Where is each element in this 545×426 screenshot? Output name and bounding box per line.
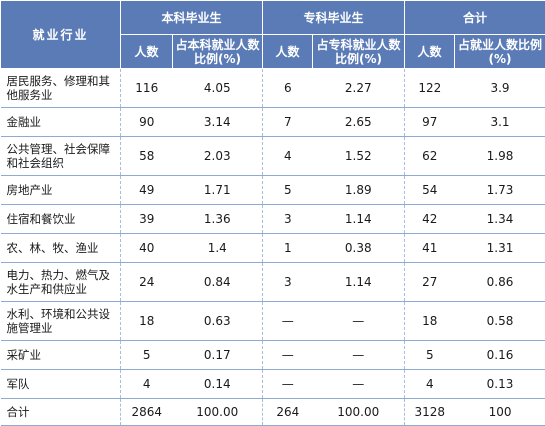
total-count-cell: 3128 bbox=[405, 399, 455, 426]
table-row: 金融业 90 3.14 7 2.65 97 3.1 bbox=[1, 108, 545, 137]
junior-pct-cell: 1.14 bbox=[313, 263, 405, 302]
undergrad-pct-cell: 100.00 bbox=[173, 399, 263, 426]
junior-pct-cell: — bbox=[313, 302, 405, 341]
undergrad-count-cell: 2864 bbox=[121, 399, 173, 426]
undergrad-count-cell: 90 bbox=[121, 108, 173, 137]
junior-count-header: 人数 bbox=[263, 35, 313, 69]
junior-pct-header: 占专科就业人数比例(%) bbox=[313, 35, 405, 69]
junior-pct-cell: 2.27 bbox=[313, 69, 405, 108]
total-pct-cell: 100 bbox=[455, 399, 545, 426]
total-count-cell: 122 bbox=[405, 69, 455, 108]
undergrad-count-cell: 39 bbox=[121, 205, 173, 234]
industry-cell: 金融业 bbox=[1, 108, 121, 137]
junior-count-cell: 4 bbox=[263, 137, 313, 176]
undergrad-count-cell: 49 bbox=[121, 176, 173, 205]
total-pct-cell: 1.31 bbox=[455, 234, 545, 263]
junior-count-cell: 3 bbox=[263, 263, 313, 302]
undergrad-pct-cell: 1.71 bbox=[173, 176, 263, 205]
junior-pct-cell: 1.52 bbox=[313, 137, 405, 176]
industry-cell: 采矿业 bbox=[1, 341, 121, 370]
junior-count-cell: — bbox=[263, 370, 313, 399]
total-count-cell: 54 bbox=[405, 176, 455, 205]
industry-header: 就业行业 bbox=[1, 1, 121, 69]
junior-count-cell: — bbox=[263, 341, 313, 370]
total-pct-cell: 0.58 bbox=[455, 302, 545, 341]
junior-pct-cell: — bbox=[313, 341, 405, 370]
industry-cell: 房地产业 bbox=[1, 176, 121, 205]
undergrad-count-cell: 58 bbox=[121, 137, 173, 176]
total-count-cell: 62 bbox=[405, 137, 455, 176]
total-row: 合计 2864 100.00 264 100.00 3128 100 bbox=[1, 399, 545, 426]
undergrad-pct-header: 占本科就业人数比例(%) bbox=[173, 35, 263, 69]
total-group-header: 合计 bbox=[405, 1, 545, 35]
junior-group-header: 专科毕业生 bbox=[263, 1, 405, 35]
total-pct-cell: 0.86 bbox=[455, 263, 545, 302]
junior-pct-cell: 1.89 bbox=[313, 176, 405, 205]
table-row: 住宿和餐饮业 39 1.36 3 1.14 42 1.34 bbox=[1, 205, 545, 234]
undergrad-count-cell: 5 bbox=[121, 341, 173, 370]
industry-cell: 合计 bbox=[1, 399, 121, 426]
table-row: 居民服务、修理和其他服务业 116 4.05 6 2.27 122 3.9 bbox=[1, 69, 545, 108]
undergrad-pct-cell: 4.05 bbox=[173, 69, 263, 108]
industry-cell: 电力、热力、燃气及水生产和供应业 bbox=[1, 263, 121, 302]
junior-pct-cell: 100.00 bbox=[313, 399, 405, 426]
undergrad-count-cell: 24 bbox=[121, 263, 173, 302]
junior-pct-cell: 1.14 bbox=[313, 205, 405, 234]
industry-cell: 军队 bbox=[1, 370, 121, 399]
undergrad-pct-cell: 2.03 bbox=[173, 137, 263, 176]
junior-count-cell: 6 bbox=[263, 69, 313, 108]
total-count-cell: 27 bbox=[405, 263, 455, 302]
table-row: 公共管理、社会保障和社会组织 58 2.03 4 1.52 62 1.98 bbox=[1, 137, 545, 176]
undergrad-pct-cell: 0.14 bbox=[173, 370, 263, 399]
junior-count-cell: 1 bbox=[263, 234, 313, 263]
industry-cell: 公共管理、社会保障和社会组织 bbox=[1, 137, 121, 176]
total-count-cell: 5 bbox=[405, 341, 455, 370]
junior-count-cell: 7 bbox=[263, 108, 313, 137]
undergrad-pct-cell: 1.36 bbox=[173, 205, 263, 234]
total-pct-header: 占就业人数比例(%) bbox=[455, 35, 545, 69]
industry-cell: 居民服务、修理和其他服务业 bbox=[1, 69, 121, 108]
total-pct-cell: 0.13 bbox=[455, 370, 545, 399]
industry-cell: 农、林、牧、渔业 bbox=[1, 234, 121, 263]
undergrad-pct-cell: 0.17 bbox=[173, 341, 263, 370]
junior-count-cell: 3 bbox=[263, 205, 313, 234]
undergrad-pct-cell: 0.63 bbox=[173, 302, 263, 341]
table-row: 采矿业 5 0.17 — — 5 0.16 bbox=[1, 341, 545, 370]
total-pct-cell: 1.34 bbox=[455, 205, 545, 234]
total-count-cell: 42 bbox=[405, 205, 455, 234]
total-count-cell: 41 bbox=[405, 234, 455, 263]
undergrad-count-cell: 4 bbox=[121, 370, 173, 399]
junior-pct-cell: — bbox=[313, 370, 405, 399]
table-row: 军队 4 0.14 — — 4 0.13 bbox=[1, 370, 545, 399]
total-count-cell: 97 bbox=[405, 108, 455, 137]
undergrad-count-cell: 18 bbox=[121, 302, 173, 341]
industry-cell: 水利、环境和公共设施管理业 bbox=[1, 302, 121, 341]
undergrad-group-header: 本科毕业生 bbox=[121, 1, 263, 35]
table-row: 电力、热力、燃气及水生产和供应业 24 0.84 3 1.14 27 0.86 bbox=[1, 263, 545, 302]
junior-pct-cell: 2.65 bbox=[313, 108, 405, 137]
table-row: 农、林、牧、渔业 40 1.4 1 0.38 41 1.31 bbox=[1, 234, 545, 263]
total-count-cell: 18 bbox=[405, 302, 455, 341]
undergrad-count-header: 人数 bbox=[121, 35, 173, 69]
junior-count-cell: — bbox=[263, 302, 313, 341]
total-pct-cell: 0.16 bbox=[455, 341, 545, 370]
industry-cell: 住宿和餐饮业 bbox=[1, 205, 121, 234]
junior-count-cell: 5 bbox=[263, 176, 313, 205]
total-pct-cell: 3.1 bbox=[455, 108, 545, 137]
total-count-cell: 4 bbox=[405, 370, 455, 399]
undergrad-pct-cell: 1.4 bbox=[173, 234, 263, 263]
total-count-header: 人数 bbox=[405, 35, 455, 69]
junior-count-cell: 264 bbox=[263, 399, 313, 426]
undergrad-count-cell: 40 bbox=[121, 234, 173, 263]
total-pct-cell: 3.9 bbox=[455, 69, 545, 108]
undergrad-pct-cell: 3.14 bbox=[173, 108, 263, 137]
undergrad-pct-cell: 0.84 bbox=[173, 263, 263, 302]
junior-pct-cell: 0.38 bbox=[313, 234, 405, 263]
undergrad-count-cell: 116 bbox=[121, 69, 173, 108]
table-row: 水利、环境和公共设施管理业 18 0.63 — — 18 0.58 bbox=[1, 302, 545, 341]
table-row: 房地产业 49 1.71 5 1.89 54 1.73 bbox=[1, 176, 545, 205]
total-pct-cell: 1.98 bbox=[455, 137, 545, 176]
total-pct-cell: 1.73 bbox=[455, 176, 545, 205]
